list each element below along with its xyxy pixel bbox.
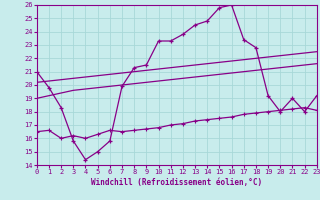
X-axis label: Windchill (Refroidissement éolien,°C): Windchill (Refroidissement éolien,°C) bbox=[91, 178, 262, 187]
